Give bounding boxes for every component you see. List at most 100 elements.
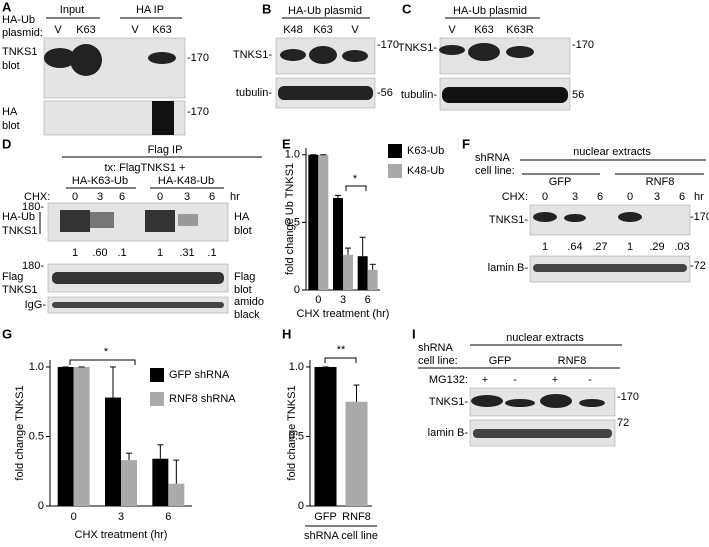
x-tick-label: GFP [314, 511, 337, 523]
marker: -170 [377, 39, 399, 51]
label: blot [2, 60, 20, 72]
band [178, 214, 198, 226]
lane: 6 [119, 191, 125, 203]
x-tick-label: 0 [71, 511, 77, 523]
lane: 0 [627, 191, 633, 203]
x-tick-label: 6 [365, 294, 371, 306]
panel-a: A HA-Ub plasmid: Input HA IP V K63 V K63… [2, 0, 209, 136]
legend-label: K63-Ub [407, 145, 444, 157]
band [506, 46, 534, 58]
y-axis-label: fold change Ub TNKS1 [284, 163, 296, 275]
y-tick-label: 0 [38, 500, 44, 512]
y-tick-label: 0 [294, 284, 300, 296]
panel-letter: H [282, 326, 291, 341]
error-bar [110, 366, 116, 398]
bar [73, 366, 90, 506]
lane: K63 [76, 24, 96, 36]
row-label: tubulin- [236, 87, 272, 99]
panel-b: B HA-Ub plasmid K48 K63 V TNKS1- tubulin… [233, 1, 399, 109]
header: nuclear extracts [506, 332, 584, 344]
panel-letter: E [282, 136, 291, 151]
bar [105, 397, 121, 506]
band [579, 399, 605, 407]
lane: K63 [474, 24, 494, 36]
lane: V [351, 24, 359, 36]
band [505, 399, 535, 407]
lane: 0 [157, 191, 163, 203]
group: GFP [489, 355, 512, 367]
legend-swatch [150, 392, 164, 406]
y-tick-label: 0.5 [29, 430, 44, 442]
band [148, 52, 176, 64]
bar [357, 256, 368, 290]
row-label: TNKS1 [2, 284, 37, 296]
label: hr [230, 191, 240, 203]
panel-letter: G [2, 326, 12, 341]
label: HA [2, 106, 18, 118]
y-axis-label: fold change TNKS1 [286, 385, 298, 480]
bar [314, 366, 337, 506]
quant: .64 [567, 241, 582, 253]
error-bar [345, 247, 351, 255]
band [342, 50, 368, 62]
band [618, 212, 642, 222]
lane: 0 [72, 191, 78, 203]
band [473, 429, 612, 438]
label: black [234, 309, 260, 321]
quant: 1 [542, 241, 548, 253]
header: nuclear extracts [573, 146, 651, 158]
row-label: TNKS1- [398, 42, 437, 54]
label: amido [234, 296, 264, 308]
row-label: TNKS1 [2, 225, 37, 237]
blot [43, 37, 186, 99]
panel-letter: I [412, 326, 416, 341]
label: CHX: [502, 191, 528, 203]
group: GFP [549, 176, 572, 188]
label: blot [2, 120, 20, 132]
group: RNF8 [646, 176, 675, 188]
lane: - [588, 374, 592, 386]
marker: -170 [572, 39, 594, 51]
marker: -56 [377, 87, 393, 99]
x-tick-label: RNF8 [342, 511, 371, 523]
label: blot [234, 225, 252, 237]
legend-label: GFP shRNA [169, 369, 230, 381]
label: tx: FlagTNKS1 + [104, 162, 185, 174]
band [44, 48, 76, 68]
lane: K63R [506, 24, 534, 36]
header: HA-Ub plasmid [288, 5, 362, 17]
blot [529, 204, 691, 236]
panel-letter: B [262, 1, 271, 16]
group: HA-K48-Ub [158, 175, 214, 187]
lane: + [552, 374, 558, 386]
bar [345, 401, 368, 506]
header: HA-Ub plasmid [453, 5, 527, 17]
label: blot [234, 284, 252, 296]
lane: 6 [597, 191, 603, 203]
marker: -170 [690, 211, 709, 223]
panel-f: F shRNA cell line: nuclear extracts GFP … [462, 136, 709, 283]
bar [343, 254, 353, 290]
lane: V [448, 24, 456, 36]
panel-letter: F [462, 136, 470, 151]
panel-letter: C [402, 1, 412, 16]
bar [367, 269, 378, 290]
label: Flag [234, 271, 255, 283]
panel-d: D Flag IP tx: FlagTNKS1 + HA-K63-Ub HA-K… [2, 136, 264, 320]
lane: 3 [97, 191, 103, 203]
row-label: Flag [2, 271, 23, 283]
row-label: lamin B- [488, 262, 529, 274]
quant: .27 [592, 241, 607, 253]
marker: 72 [617, 417, 629, 429]
label: TNKS1 [2, 46, 37, 58]
row-label: lamin B- [428, 427, 469, 439]
error-bar [126, 452, 132, 461]
band [278, 86, 373, 100]
label: plasmid: [2, 27, 43, 39]
legend-swatch [388, 144, 402, 158]
header: Flag IP [148, 144, 183, 156]
legend-swatch [388, 164, 402, 178]
label: CHX: [24, 191, 50, 203]
band [145, 210, 175, 232]
